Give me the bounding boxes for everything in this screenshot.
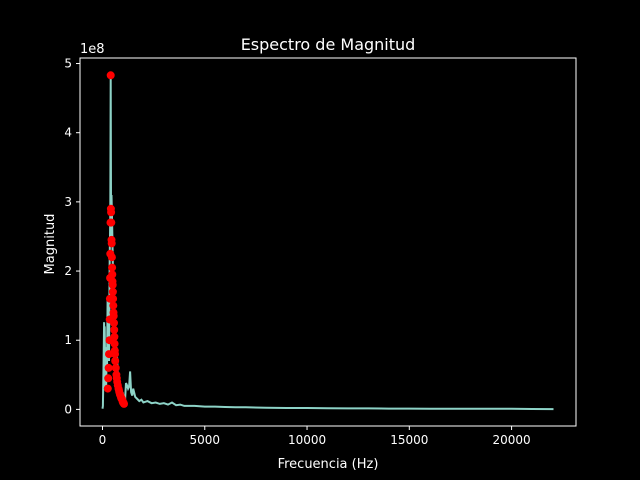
y-tick-label: 3: [64, 195, 72, 209]
peak-marker: [104, 363, 113, 372]
x-tick-label: 5000: [189, 433, 220, 447]
peak-marker: [105, 350, 113, 359]
x-axis-label: Frecuencia (Hz): [278, 457, 379, 472]
peak-marker: [106, 218, 115, 227]
peak-marker: [111, 363, 120, 372]
y-offset-label: 1e8: [80, 42, 105, 57]
peak-marker: [111, 350, 119, 359]
axes-frame: [79, 57, 577, 427]
peak-marker: [103, 384, 112, 393]
peak-marker: [105, 315, 114, 324]
y-axis-ticks: 0 1 2 3 4 5: [64, 57, 80, 416]
peak-marker: [104, 374, 113, 383]
y-tick-label: 1: [64, 333, 72, 347]
peak-marker: [105, 294, 114, 303]
x-tick-label: 0: [99, 433, 107, 447]
peak-marker: [110, 325, 119, 334]
y-axis-label: Magnitud: [43, 214, 58, 275]
y-tick-label: 4: [64, 126, 72, 140]
chart-title: Espectro de Magnitud: [241, 35, 416, 54]
peak-marker: [106, 274, 115, 282]
peak-marker: [109, 301, 118, 310]
peak-marker: [108, 280, 117, 289]
peak-marker: [107, 208, 116, 217]
plot-area: [101, 71, 554, 411]
peak-marker: [106, 249, 115, 258]
peak-marker: [107, 239, 116, 248]
peak-marker: [105, 336, 114, 345]
x-tick-label: 15000: [390, 433, 428, 447]
y-tick-label: 0: [64, 402, 72, 416]
peak-marker: [111, 357, 120, 365]
y-tick-label: 2: [64, 264, 72, 278]
x-tick-label: 20000: [492, 433, 530, 447]
y-tick-label: 5: [64, 57, 72, 71]
x-tick-label: 10000: [288, 433, 326, 447]
peak-marker: [108, 287, 117, 296]
peak-marker: [120, 399, 128, 408]
x-axis-ticks: 0 5000 10000 15000 20000: [99, 426, 531, 447]
peak-marker: [108, 263, 117, 272]
peak-marker: [106, 71, 115, 80]
